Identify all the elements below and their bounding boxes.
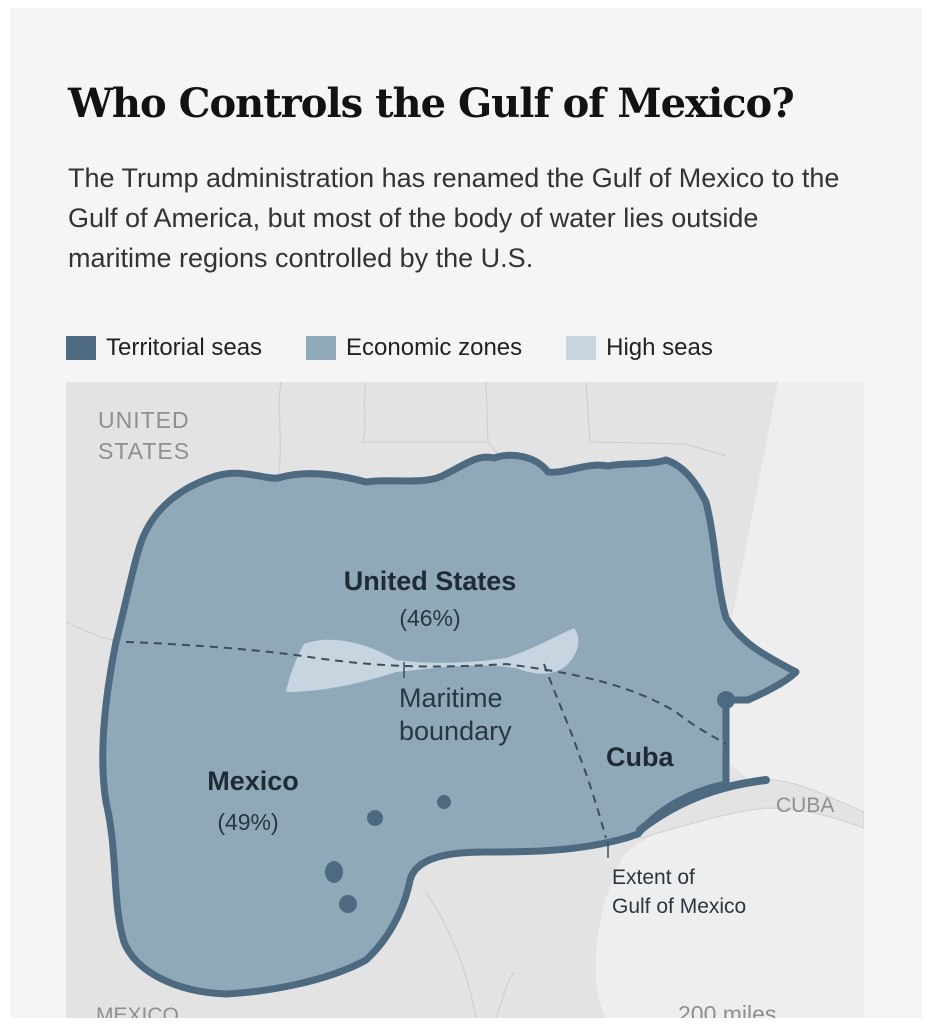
zone-share-us: (46%) [399,605,460,631]
legend-item-territorial: Territorial seas [66,334,262,362]
annotation-extent-line1: Extent of [612,866,695,889]
gulf-map: UNITED STATES CUBA MEXICO United States … [66,382,864,1018]
zone-share-mexico: (49%) [217,809,278,835]
legend-label-economic: Economic zones [346,334,523,361]
legend-item-economic: Economic zones [306,334,522,362]
page-title: Who Controls the Gulf of Mexico? [68,80,795,127]
annotation-maritime-boundary: Maritime boundary [399,683,512,746]
country-label-united-states: UNITED STATES [98,407,197,464]
legend-swatch-territorial [66,336,96,360]
gulf-map-svg: UNITED STATES CUBA MEXICO United States … [66,382,864,1018]
scale-label: 200 miles [678,1001,776,1018]
country-label-cuba: CUBA [776,794,834,817]
caribbean-water [595,794,864,1018]
country-label-mexico: MEXICO [96,1004,179,1018]
annotation-maritime-boundary-line2: boundary [399,716,512,746]
zone-label-us: United States [344,566,517,596]
graphic-card: Who Controls the Gulf of Mexico? The Tru… [10,8,922,1018]
legend-label-territorial: Territorial seas [106,334,263,361]
legend-swatch-economic [306,336,337,360]
islands [325,691,735,913]
country-label-united-states-line2: STATES [98,438,190,464]
annotation-maritime-boundary-line1: Maritime [399,683,503,713]
maritime-boundary-lines [125,641,727,839]
annotation-extent: Extent of Gulf of Mexico [612,866,746,918]
legend-label-high-seas: High seas [606,334,713,361]
page-subtitle: The Trump administration has renamed the… [68,163,840,273]
annotation-extent-line2: Gulf of Mexico [612,895,746,918]
zone-label-cuba: Cuba [606,742,674,772]
legend: Territorial seas Economic zones High sea… [66,333,757,363]
high-seas [286,628,579,692]
legend-swatch-high-seas [566,336,597,360]
country-label-united-states-line1: UNITED [98,407,190,433]
zone-label-mexico: Mexico [207,766,299,796]
cuba-territorial-sea [636,776,770,834]
atlantic-water [706,382,864,842]
legend-item-high-seas: High seas [566,334,713,362]
